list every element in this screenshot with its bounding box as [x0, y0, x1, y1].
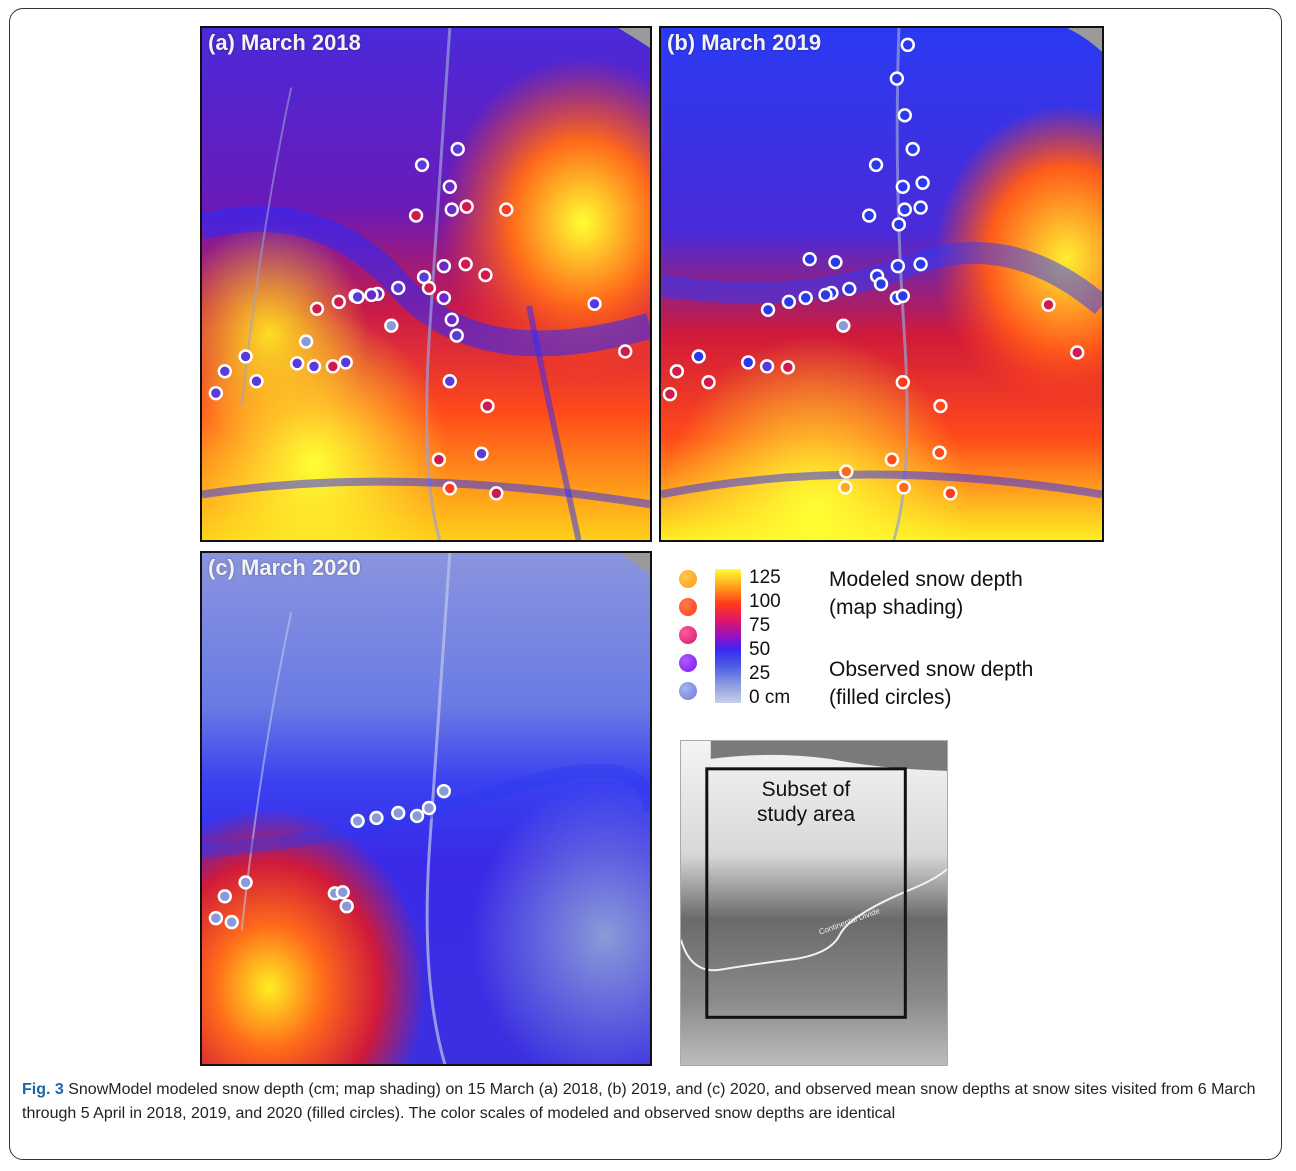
modeled-colorbar — [715, 569, 741, 703]
tick-125: 125 — [749, 567, 781, 588]
modeled-title-2: (map shading) — [829, 596, 964, 619]
panel-c-label: (c) March 2020 — [208, 555, 361, 580]
observed-dot-scale — [677, 570, 701, 700]
map-panel-2019: (b) March 2019 — [659, 26, 1104, 542]
map-panel-2018: (a) March 2018 — [200, 26, 652, 542]
inset-map: Continental Divide — [681, 741, 947, 1065]
caption-text: SnowModel modeled snow depth (cm; map sh… — [22, 1081, 1256, 1122]
dot-125 — [679, 570, 697, 588]
study-area-inset: Continental Divide Subset of study area — [680, 740, 948, 1066]
figure-frame — [9, 8, 1282, 1160]
dot-100 — [679, 598, 697, 616]
modeled-title-1: Modeled snow depth — [829, 568, 1023, 591]
snow-depth-map-2019 — [661, 28, 1102, 540]
observed-title-1: Observed snow depth — [829, 658, 1034, 681]
map-panel-2020: (c) March 2020 — [200, 551, 652, 1066]
legend: 125 100 75 50 25 0 cm Modeled snow depth… — [677, 565, 1097, 715]
dot-25 — [679, 682, 697, 700]
observed-title-2: (filled circles) — [829, 686, 952, 709]
tick-25: 25 — [749, 663, 771, 684]
figure-caption: Fig. 3 SnowModel modeled snow depth (cm;… — [22, 1078, 1262, 1126]
tick-0: 0 cm — [749, 687, 791, 708]
tick-50: 50 — [749, 639, 771, 660]
dot-75 — [679, 626, 697, 644]
tick-75: 75 — [749, 615, 771, 636]
inset-label-line2: study area — [756, 803, 856, 826]
inset-label: Subset of study area — [721, 777, 891, 827]
snow-depth-map-2018 — [202, 28, 650, 540]
panel-b-label: (b) March 2019 — [667, 30, 822, 55]
snow-depth-map-2020 — [202, 553, 650, 1064]
figure-number: Fig. 3 — [22, 1081, 64, 1098]
dot-50 — [679, 654, 697, 672]
tick-100: 100 — [749, 591, 781, 612]
panel-a-label: (a) March 2018 — [208, 30, 361, 55]
inset-label-line1: Subset of — [761, 778, 851, 801]
